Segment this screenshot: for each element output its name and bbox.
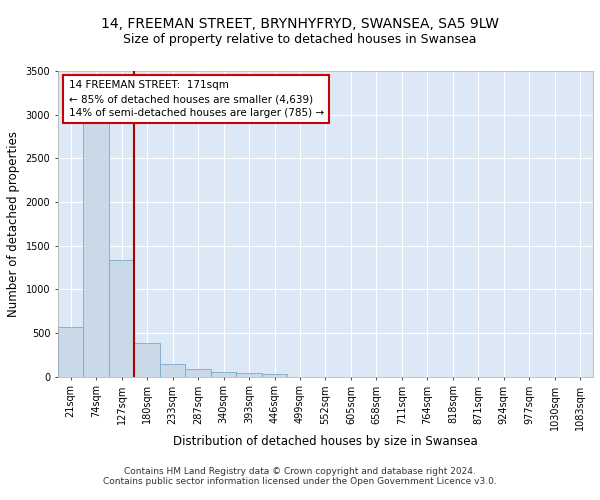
Bar: [160, 364, 185, 376]
X-axis label: Distribution of detached houses by size in Swansea: Distribution of detached houses by size …: [173, 435, 478, 448]
Y-axis label: Number of detached properties: Number of detached properties: [7, 131, 20, 317]
Text: Contains public sector information licensed under the Open Government Licence v3: Contains public sector information licen…: [103, 477, 497, 486]
Text: 14, FREEMAN STREET, BRYNHYFRYD, SWANSEA, SA5 9LW: 14, FREEMAN STREET, BRYNHYFRYD, SWANSEA,…: [101, 18, 499, 32]
Bar: [109, 260, 134, 376]
Bar: [134, 342, 160, 376]
Bar: [185, 369, 211, 376]
Bar: [58, 327, 83, 376]
Bar: [83, 124, 109, 376]
Bar: [236, 372, 262, 376]
Text: 14 FREEMAN STREET:  171sqm
← 85% of detached houses are smaller (4,639)
14% of s: 14 FREEMAN STREET: 171sqm ← 85% of detac…: [68, 80, 324, 118]
Bar: [262, 374, 287, 376]
Text: Size of property relative to detached houses in Swansea: Size of property relative to detached ho…: [123, 32, 477, 46]
Text: Contains HM Land Registry data © Crown copyright and database right 2024.: Contains HM Land Registry data © Crown c…: [124, 467, 476, 476]
Bar: [211, 372, 236, 376]
